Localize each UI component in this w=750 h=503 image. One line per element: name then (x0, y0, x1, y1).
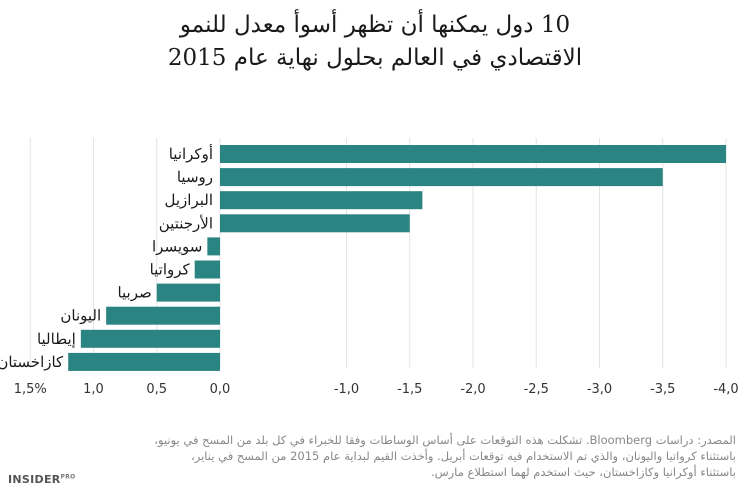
chart-title-line-1: 10 دول يمكنها أن تظهر أسوأ معدل للنمو (179, 12, 571, 38)
bar (156, 283, 220, 302)
x-tick-label: -3,0 (587, 382, 612, 397)
bar (220, 145, 726, 163)
x-tick-label: 1,5% (14, 382, 47, 397)
x-tick-label: 0,5 (146, 382, 167, 397)
category-label: صربيا (117, 284, 151, 302)
source-note-line-1: المصدر: دراسات Bloomberg. تشكلت هذه التو… (154, 433, 736, 447)
bar (106, 306, 220, 325)
logo-sup: PRO (60, 473, 76, 481)
category-label: اليونان (60, 307, 101, 325)
bar (220, 214, 410, 233)
category-label: أوكرانيا (169, 144, 213, 163)
x-tick-label: -2,5 (524, 382, 549, 397)
category-label: كرواتيا (150, 261, 191, 279)
category-label: الأرجنتين (159, 214, 213, 232)
category-labels: أوكرانيا روسيا البرازيل الأرجنتين سويسرا كروا… (0, 144, 213, 371)
bar (207, 237, 220, 256)
bar (80, 329, 220, 348)
logo-text: INSIDER (8, 473, 61, 486)
chart-title-line-2: الاقتصادي في العالم بحلول نهاية عام 2015 (167, 45, 583, 71)
bar (220, 168, 663, 187)
bar-chart: أوكرانيا روسيا البرازيل الأرجنتين سويسرا كروا… (0, 138, 739, 397)
category-label: روسيا (177, 168, 213, 186)
x-tick-label: -1,5 (397, 382, 422, 397)
bar (194, 260, 220, 279)
source-note-line-3: باستثناء أوكرانيا وكازاخستان، حيث استخدم… (430, 465, 736, 479)
category-label: سويسرا (152, 237, 202, 255)
category-label: إيطاليا (37, 330, 76, 348)
x-tick-label: 1,0 (83, 382, 104, 397)
x-tick-label: -4,0 (713, 382, 738, 397)
insider-pro-logo: INSIDERPRO (8, 473, 76, 486)
source-note-line-2: باستثناء كرواتيا واليونان، والذي تم الاس… (191, 449, 736, 463)
x-axis-ticks: 1,5% 1,0 0,5 0,0 -1,0 -1,5 -2,0 -2,5 -3,0 -3,5 -4,… (14, 382, 739, 397)
category-label: البرازيل (165, 191, 214, 209)
bars (68, 145, 726, 371)
x-tick-label: -1,0 (334, 382, 359, 397)
x-tick-label: -3,5 (650, 382, 675, 397)
bar (220, 191, 423, 210)
bar (68, 352, 220, 371)
x-tick-label: -2,0 (460, 382, 485, 397)
category-label: كازاخستان (0, 353, 64, 371)
x-tick-label: 0,0 (210, 382, 231, 397)
